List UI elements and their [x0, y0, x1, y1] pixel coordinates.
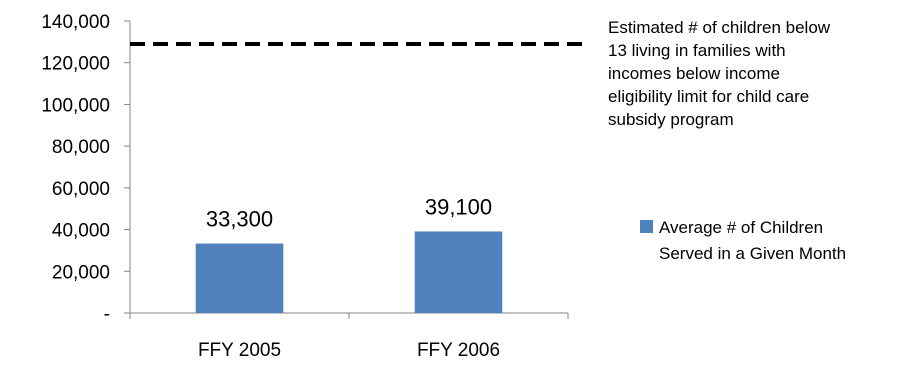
x-axis: FFY 2005 FFY 2006: [129, 312, 569, 361]
y-tick-label: 60,000: [52, 179, 110, 200]
bars: 33,300 39,100: [195, 194, 503, 313]
legend-bar-text: Served in a Given Month: [659, 244, 846, 263]
bar-data-label: 39,100: [425, 194, 492, 219]
x-tick-label: FFY 2005: [198, 340, 281, 361]
legend-bar-swatch: [640, 220, 653, 233]
legend-bar-text: Average # of Children: [659, 218, 823, 237]
y-tick-label: 140,000: [41, 12, 110, 33]
y-tick-label: 100,000: [41, 95, 110, 116]
y-tick-label: 120,000: [41, 54, 110, 75]
bar: [414, 231, 503, 313]
legend-reference-text: incomes below income: [608, 64, 780, 83]
legend-reference-text: eligibility limit for child care: [608, 87, 809, 106]
y-tick-label: 80,000: [52, 137, 110, 158]
bar: [195, 243, 284, 313]
legend-reference-text: 13 living in families with: [608, 41, 786, 60]
legend: Estimated # of children below 13 living i…: [608, 18, 846, 263]
y-tick-label: 20,000: [52, 262, 110, 283]
x-tick-label: FFY 2006: [417, 340, 500, 361]
y-tick-label: -: [104, 304, 110, 325]
legend-reference-text: subsidy program: [608, 110, 734, 129]
legend-reference-text: Estimated # of children below: [608, 18, 831, 37]
y-axis: - 20,000 40,000 60,000 80,000 100,000 120,000 1…: [41, 12, 131, 325]
bar-data-label: 33,300: [206, 207, 273, 232]
y-tick-label: 40,000: [52, 221, 110, 242]
